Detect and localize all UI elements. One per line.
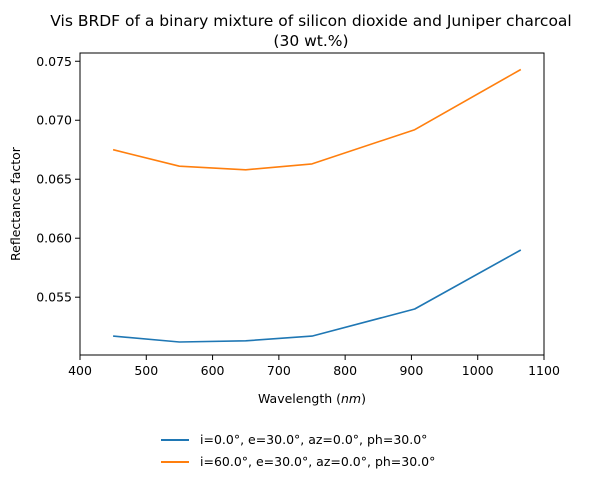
x-tick-label: 900	[399, 363, 423, 378]
x-tick-label: 600	[201, 363, 225, 378]
x-axis-label: Wavelength (nm)	[258, 391, 366, 406]
x-axis: 400 500 600 700 800 900 1000 1100	[68, 355, 560, 378]
legend: i=0.0°, e=30.0°, az=0.0°, ph=30.0° i=60.…	[161, 432, 435, 469]
x-tick-label: 700	[267, 363, 291, 378]
y-axis-label: Reflectance factor	[8, 146, 23, 261]
series-line-1	[113, 249, 522, 343]
x-tick-label: 1100	[528, 363, 560, 378]
chart-subtitle: (30 wt.%)	[273, 32, 348, 50]
legend-label-1: i=0.0°, e=30.0°, az=0.0°, ph=30.0°	[200, 432, 427, 447]
y-tick-label: 0.070	[36, 113, 72, 128]
x-tick-label: 1000	[462, 363, 494, 378]
x-tick-label: 500	[134, 363, 158, 378]
chart-title: Vis BRDF of a binary mixture of silicon …	[50, 12, 571, 30]
series-layer	[112, 68, 522, 343]
plot-frame	[79, 52, 545, 356]
x-tick-label: 800	[333, 363, 357, 378]
series-line-2	[112, 68, 522, 171]
y-tick-label: 0.065	[36, 172, 72, 187]
y-tick-label: 0.060	[36, 231, 72, 246]
y-tick-label: 0.055	[36, 290, 72, 305]
y-axis: 0.055 0.060 0.065 0.070 0.075	[36, 54, 80, 305]
y-tick-label: 0.075	[36, 54, 72, 69]
x-tick-label: 400	[68, 363, 92, 378]
legend-label-2: i=60.0°, e=30.0°, az=0.0°, ph=30.0°	[200, 454, 435, 469]
